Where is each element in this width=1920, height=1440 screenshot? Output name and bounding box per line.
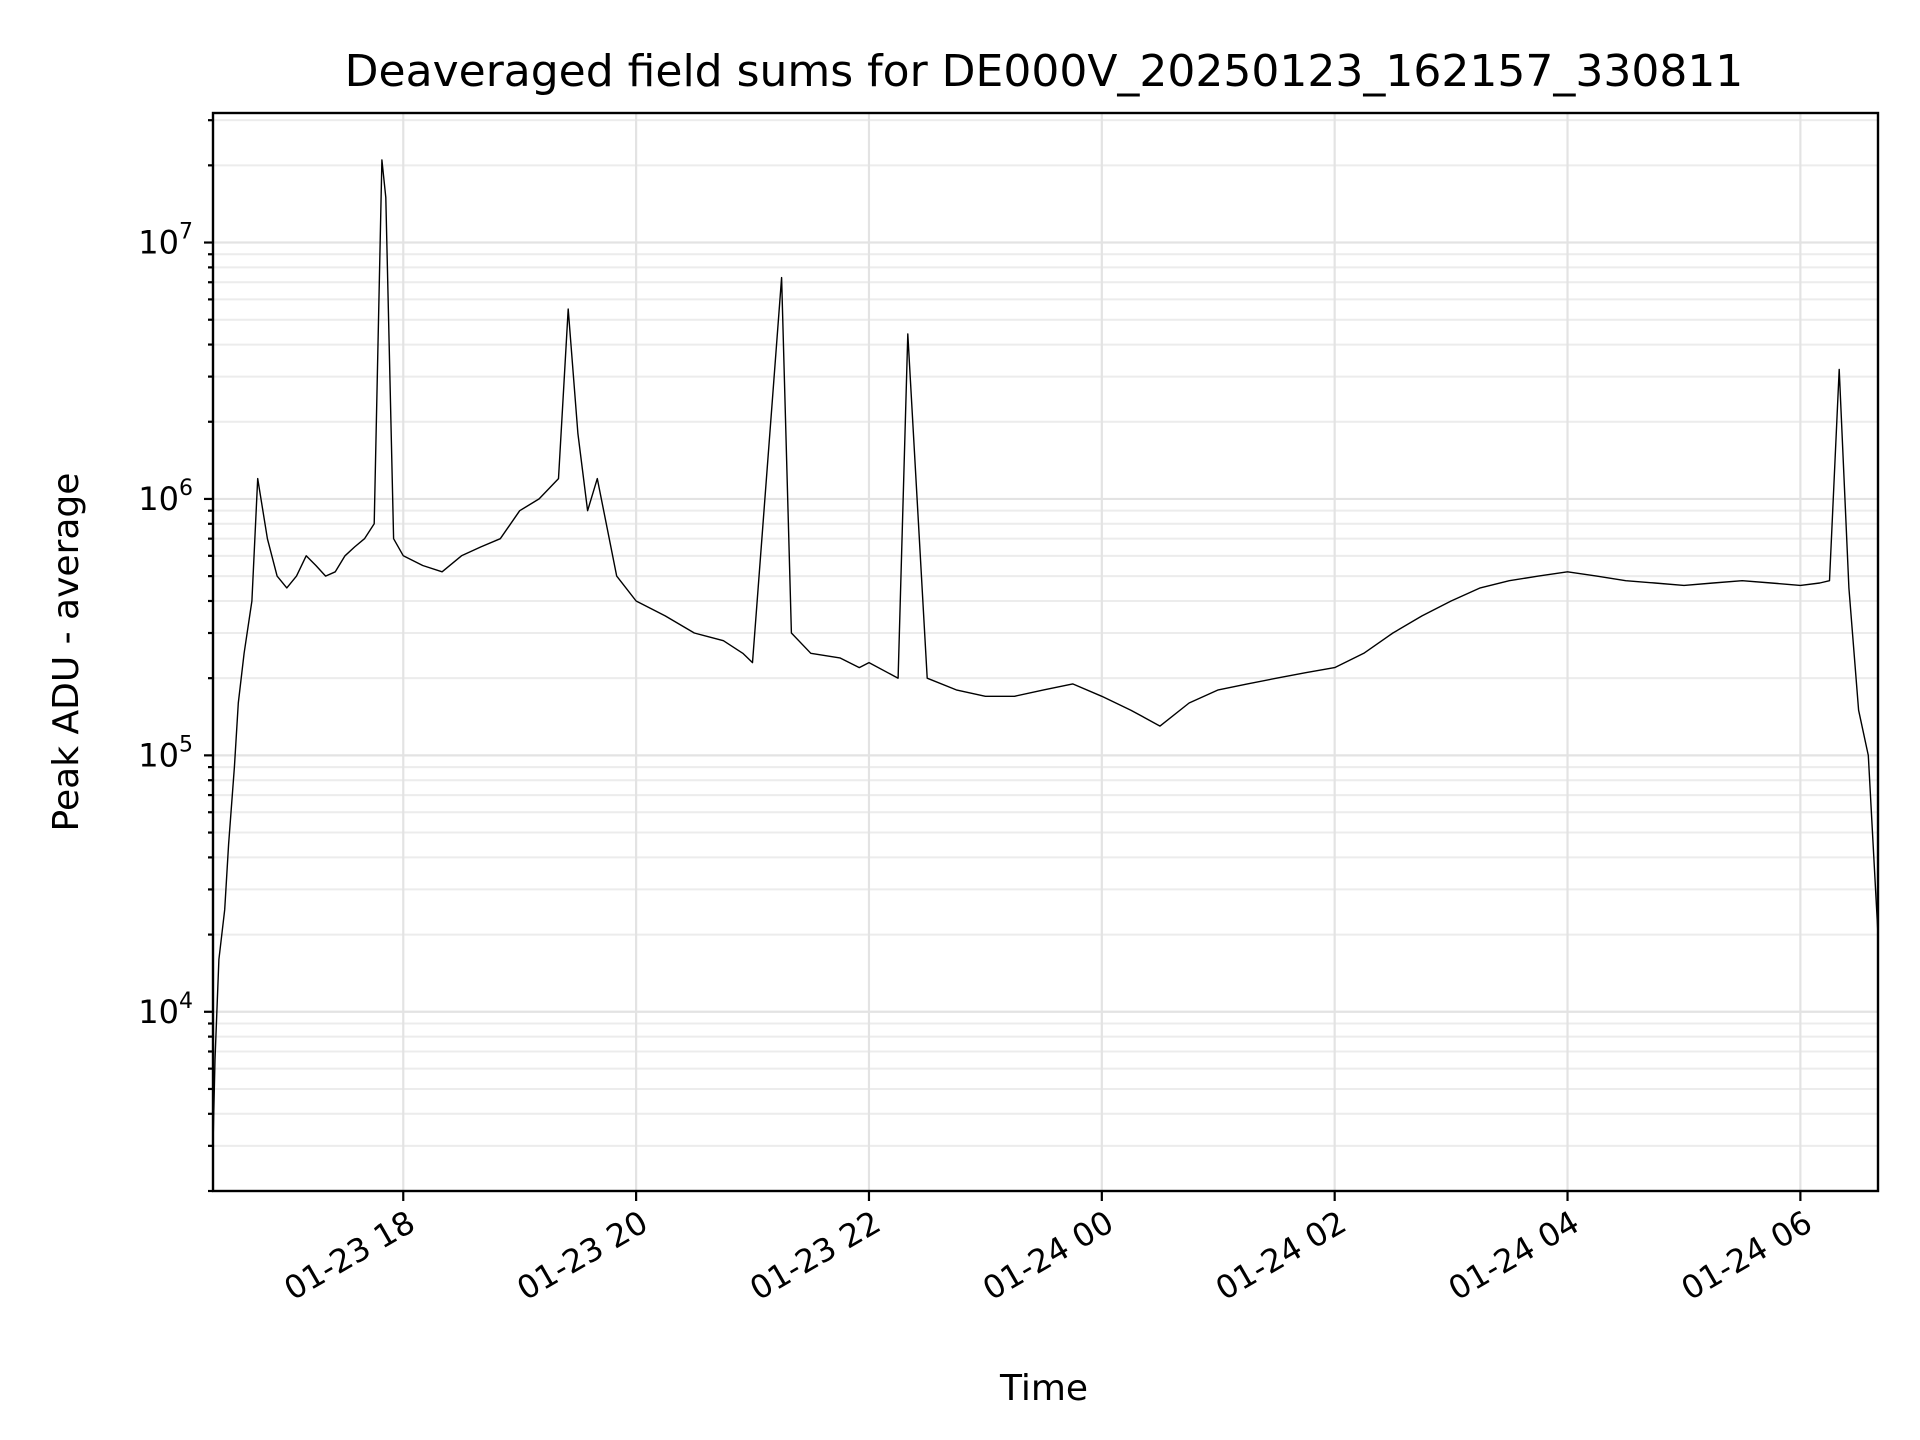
series-layer	[212, 159, 1879, 1146]
x-tick-label: 01-23 22	[743, 1203, 887, 1308]
y-tick-label: 106	[138, 476, 193, 518]
x-tick-label: 01-24 04	[1442, 1203, 1586, 1308]
x-tick-label: 01-23 18	[278, 1203, 422, 1308]
y-axis: 104 105 106 107	[138, 119, 213, 1193]
x-tick-label: 01-24 00	[976, 1203, 1120, 1308]
grid	[213, 113, 1878, 1192]
x-axis: 01-23 18 01-23 20 01-23 22 01-24 00 01-24 02…	[278, 1191, 1819, 1308]
y-tick-label: 105	[138, 732, 193, 774]
y-tick-label: 107	[138, 220, 193, 262]
x-tick-label: 01-24 02	[1209, 1203, 1353, 1308]
plot-area-frame	[211, 111, 1880, 1193]
y-tick-label: 104	[138, 989, 193, 1031]
x-tick-label: 01-24 06	[1675, 1203, 1819, 1308]
x-axis-label: Time	[999, 1368, 1088, 1409]
chart-title: Deaveraged field sums for DE000V_2025012…	[345, 46, 1744, 97]
x-tick-label: 01-23 20	[511, 1203, 655, 1308]
series-line	[212, 159, 1879, 1146]
y-axis-label: Peak ADU - average	[46, 473, 87, 832]
